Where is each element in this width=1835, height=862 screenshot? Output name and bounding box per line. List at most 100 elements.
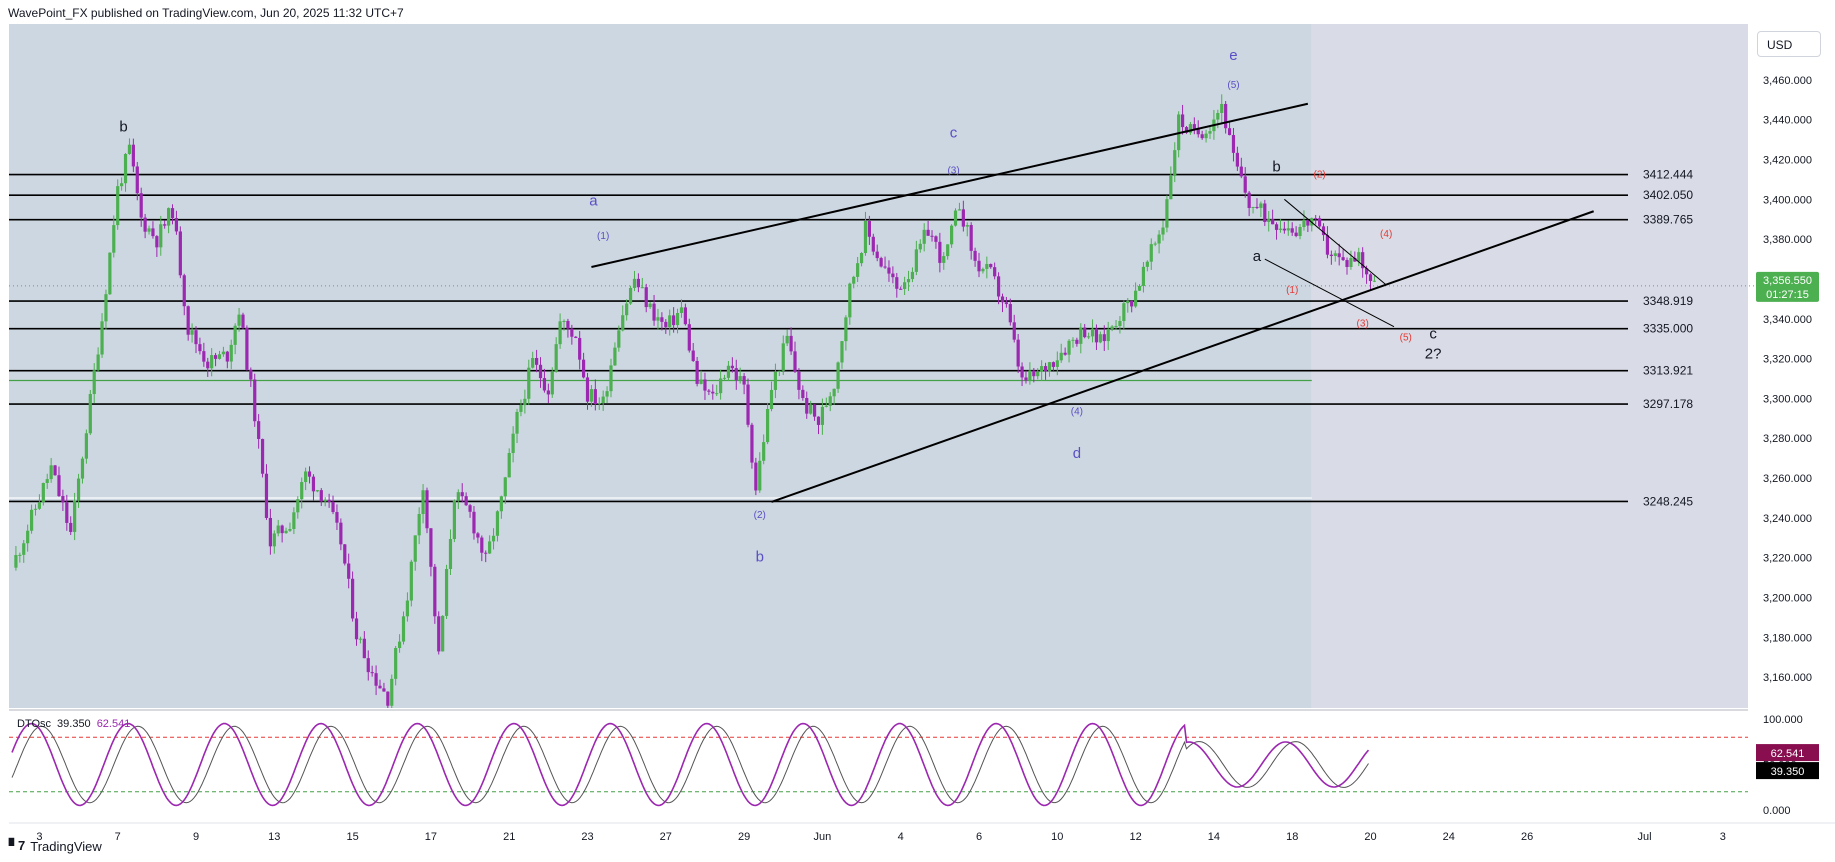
candle-countdown: 01:27:15: [1766, 289, 1809, 301]
candle-body: [151, 228, 155, 237]
candle-body: [1173, 150, 1177, 176]
candle-body: [1216, 112, 1220, 120]
trend-line[interactable]: [771, 210, 1594, 503]
candle-body: [1063, 352, 1067, 355]
candle-body: [805, 398, 809, 414]
candle-body: [335, 512, 339, 523]
candle-body: [589, 389, 594, 402]
candle-body: [621, 315, 625, 331]
candle-body: [793, 351, 797, 372]
time-tick-label: 15: [346, 831, 358, 843]
time-tick-label: 3: [1720, 831, 1726, 843]
trend-line[interactable]: [1284, 198, 1387, 286]
candle-body: [1314, 218, 1318, 220]
candle-body: [1087, 336, 1091, 338]
candle-body: [167, 208, 171, 226]
oscillator-axis-label: 0.000: [1763, 805, 1791, 817]
trend-lines[interactable]: [591, 102, 1594, 503]
candle-body: [738, 376, 742, 381]
candle-body: [84, 433, 88, 459]
candle-body: [903, 282, 907, 289]
candle-body: [546, 390, 550, 395]
candle-body: [863, 220, 868, 254]
candle-body: [1020, 366, 1024, 378]
candle-body: [116, 186, 120, 226]
candle-body: [194, 330, 198, 345]
time-axis[interactable]: 3 7 9 13 15 17 21 23 27 29 Jun 4 6 10 12 14 18 20 24 26 Jul 3: [36, 831, 1726, 843]
candle-body: [503, 477, 507, 497]
candle-body: [1345, 260, 1349, 267]
candle-body: [69, 522, 73, 532]
candle-body: [765, 409, 770, 443]
candle-body: [319, 490, 323, 502]
candle-body: [484, 552, 488, 554]
candle-body: [640, 287, 644, 289]
price-tick-label: 3,200.000: [1763, 593, 1812, 605]
candle-body: [828, 396, 832, 406]
candle-body: [1267, 219, 1271, 222]
candle-body: [1188, 124, 1193, 133]
time-tick-label: 17: [425, 831, 437, 843]
candle-body: [1294, 232, 1298, 237]
candle-body: [18, 554, 22, 556]
candle-body: [221, 351, 226, 355]
candle-body: [750, 424, 754, 463]
candle-body: [174, 218, 179, 232]
candle-body: [1000, 296, 1005, 303]
horizontal-levels[interactable]: 3412.444 3402.050 3389.765 3348.919 3335.000…: [9, 168, 1756, 509]
price-tick-label: 3,300.000: [1763, 393, 1812, 405]
candle-body: [1239, 166, 1243, 177]
time-tick-label: 14: [1208, 831, 1220, 843]
tradingview-footer[interactable]: ▘7 TradingView: [9, 838, 102, 854]
candle-body: [476, 533, 480, 538]
time-tick-label: 21: [503, 831, 515, 843]
candle-body: [1282, 228, 1286, 231]
price-axis[interactable]: 3,160.000 3,180.000 3,200.000 3,220.000 3,24…: [1763, 75, 1812, 684]
trend-line[interactable]: [591, 102, 1309, 268]
candle-body: [871, 236, 875, 252]
candle-body: [108, 252, 112, 295]
oscillator-axis-label: 100.000: [1763, 714, 1803, 726]
candle-body: [946, 244, 950, 257]
candle-body: [182, 275, 186, 307]
time-tick-label: 20: [1364, 831, 1376, 843]
wave-label: (5): [1227, 80, 1239, 91]
candle-body: [41, 482, 45, 503]
candle-body: [887, 267, 891, 274]
time-tick-label: 13: [268, 831, 280, 843]
candle-body: [769, 389, 774, 410]
time-tick-label: Jun: [814, 831, 832, 843]
candle-body: [1341, 257, 1345, 261]
candle-body: [672, 315, 676, 326]
candle-body: [272, 533, 276, 547]
candle-body: [773, 371, 778, 390]
candle-body: [1130, 300, 1134, 307]
wave-label: (4): [1380, 229, 1392, 240]
candle-body: [652, 303, 656, 321]
candle-body: [1071, 339, 1075, 341]
candle-body: [699, 379, 703, 384]
oscillator-legend[interactable]: DTOsc 39.350 62.541: [17, 718, 130, 730]
candle-body: [644, 287, 648, 308]
candle-body: [687, 324, 691, 351]
currency-selector-button[interactable]: USD: [1757, 31, 1821, 57]
candle-body: [1271, 219, 1275, 225]
wave-label: (1): [1286, 285, 1298, 296]
level-label: 3389.765: [1643, 213, 1693, 227]
price-tick-label: 3,400.000: [1763, 194, 1812, 206]
candle-body: [895, 277, 899, 289]
candle-body: [985, 264, 989, 269]
oscillator-line-1: [11, 722, 1370, 807]
candle-body: [100, 321, 104, 355]
trend-line[interactable]: [1264, 258, 1395, 328]
candle-body: [147, 228, 151, 232]
candle-body: [1196, 129, 1200, 135]
candle-body: [1047, 362, 1052, 372]
candle-body: [1075, 339, 1079, 344]
candle-body: [531, 358, 535, 368]
candle-body: [268, 517, 272, 547]
wave-label: (4): [1071, 406, 1083, 417]
candle-body: [977, 260, 981, 272]
